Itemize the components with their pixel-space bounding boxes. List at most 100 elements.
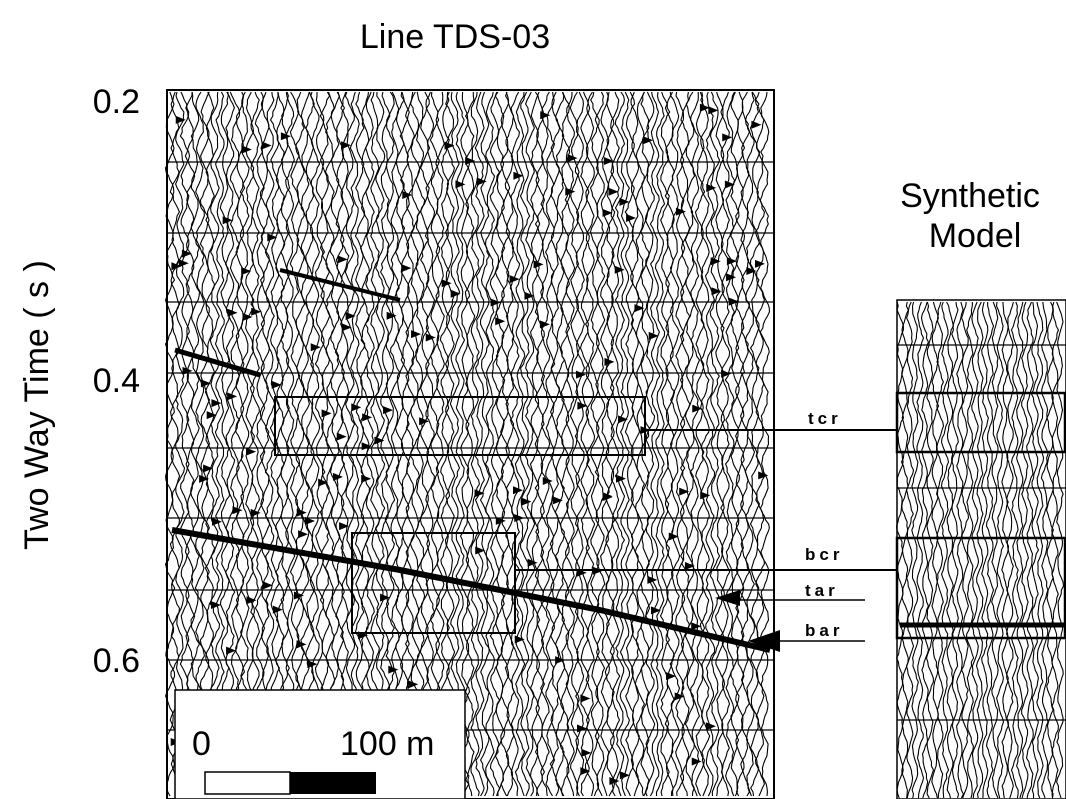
- trace: [739, 91, 751, 797]
- wiggle-fill: [250, 508, 261, 517]
- trace: [534, 91, 546, 797]
- wiggle-fill: [345, 312, 356, 321]
- trace: [900, 301, 909, 799]
- trace: [754, 91, 766, 797]
- trace: [209, 91, 221, 797]
- wiggle-fill: [634, 304, 645, 313]
- scale-end: 100 m: [340, 725, 435, 763]
- trace: [359, 91, 370, 797]
- wiggle-fill: [521, 497, 532, 506]
- trace: [295, 91, 306, 797]
- trace: [289, 91, 301, 797]
- wiggle-fill: [388, 665, 399, 674]
- wiggle-fill: [700, 491, 711, 500]
- trace: [574, 91, 586, 797]
- trace: [619, 91, 631, 797]
- trace: [985, 301, 995, 799]
- wiggle-fill: [754, 259, 765, 268]
- wiggle-fill: [699, 103, 710, 112]
- trace: [470, 91, 480, 797]
- wiggle-fill: [271, 380, 282, 389]
- trace: [189, 91, 201, 797]
- arrow: [715, 590, 740, 606]
- wiggle-fill: [619, 197, 630, 206]
- wiggle-fill: [615, 474, 626, 483]
- wiggle-fill: [380, 593, 391, 602]
- wiggle-fill: [512, 486, 523, 495]
- trace: [679, 91, 691, 797]
- wiggle-fill: [726, 257, 737, 266]
- trace: [514, 91, 526, 797]
- synthetic-title: Synthetic: [900, 177, 1040, 215]
- trace: [319, 91, 331, 797]
- wiggle-fill: [726, 273, 737, 282]
- wiggle-fill: [296, 508, 307, 517]
- trace: [1056, 301, 1065, 799]
- trace: [194, 91, 206, 797]
- wiggle-fill: [542, 476, 553, 485]
- wiggle-fill: [222, 216, 233, 225]
- trace: [489, 91, 501, 797]
- wiggle-fill: [241, 267, 252, 276]
- wiggle-fill: [691, 622, 702, 631]
- trace: [324, 91, 336, 797]
- trace: [971, 301, 980, 799]
- trace: [199, 91, 211, 797]
- trace: [981, 301, 989, 799]
- wiggle-fill: [490, 298, 501, 307]
- wiggle-fill: [455, 180, 466, 189]
- wiggle-fill: [332, 472, 343, 481]
- trace: [404, 91, 415, 797]
- wiggle-fill: [246, 596, 257, 605]
- wiggle-fill: [175, 115, 186, 124]
- wiggle-fill: [540, 111, 551, 120]
- trace: [175, 91, 186, 797]
- trace: [564, 91, 576, 797]
- trace: [614, 91, 626, 797]
- trace: [734, 91, 746, 797]
- scale-bar-black: [290, 772, 376, 794]
- trace: [500, 91, 511, 797]
- trace: [644, 91, 656, 797]
- wiggle-fill: [280, 132, 291, 141]
- wiggle-fill: [441, 279, 452, 288]
- reflector: [279, 268, 401, 302]
- trace: [370, 91, 380, 797]
- trace: [730, 91, 740, 797]
- trace: [925, 301, 935, 799]
- trace: [349, 91, 360, 797]
- trace: [584, 91, 596, 797]
- trace: [624, 91, 636, 797]
- wiggle-fill: [419, 417, 430, 426]
- trace: [299, 91, 311, 797]
- wiggle-fill: [227, 308, 238, 317]
- wiggle-fill: [401, 264, 412, 273]
- trace: [374, 91, 386, 797]
- trace: [389, 91, 401, 797]
- wiggle-fill: [674, 692, 685, 701]
- wiggle-fill: [539, 320, 550, 329]
- tick-label: 0.6: [93, 642, 140, 680]
- wiggle-fill: [351, 403, 362, 412]
- wiggle-fill: [307, 660, 318, 669]
- wiggle-fill: [386, 311, 397, 320]
- wiggle-fill: [318, 478, 329, 487]
- trace: [1010, 301, 1019, 799]
- section-frame: [166, 89, 775, 799]
- trace: [509, 91, 521, 797]
- trace: [204, 91, 216, 797]
- wiggle-fill: [684, 561, 695, 570]
- trace: [940, 301, 950, 799]
- scale-bar-white: [204, 771, 291, 795]
- wiggle-fill: [580, 767, 591, 776]
- trace: [519, 91, 531, 797]
- wiggle-fill: [527, 558, 538, 567]
- tick-label: 0.4: [93, 362, 140, 400]
- wiggle-fill: [267, 233, 278, 242]
- wiggle-fill: [675, 207, 686, 216]
- trace: [1021, 301, 1029, 799]
- trace: [454, 91, 466, 797]
- wiggle-fill: [450, 289, 461, 298]
- trace: [1016, 301, 1025, 799]
- wiggle-fill: [226, 646, 237, 655]
